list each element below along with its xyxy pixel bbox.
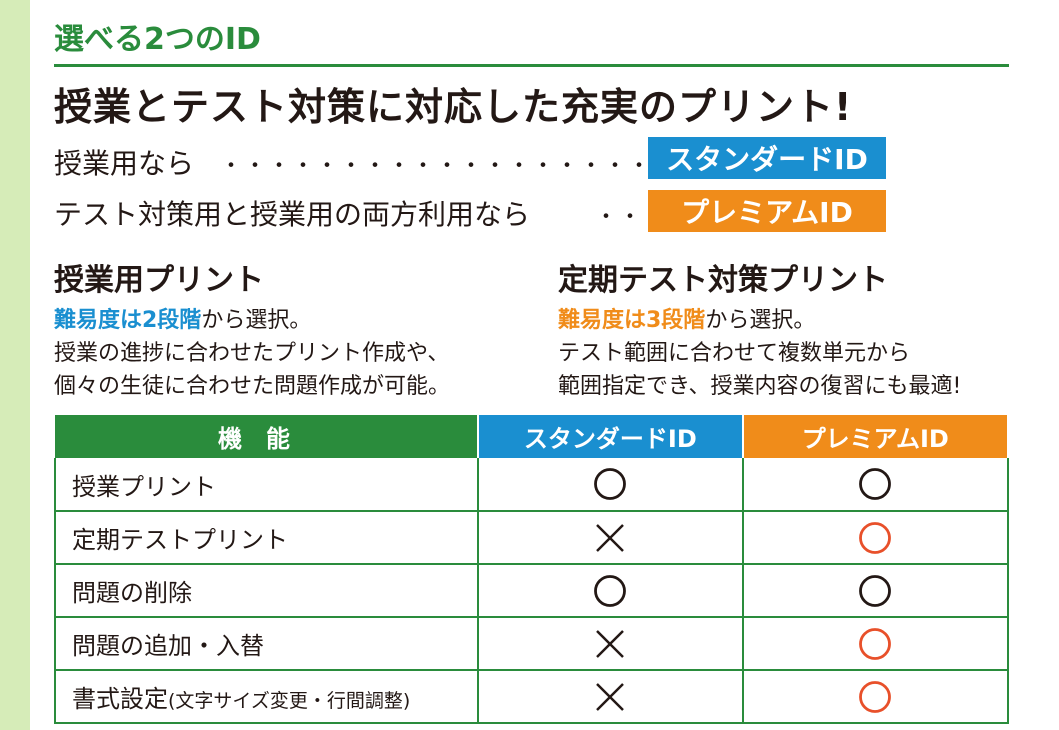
feature-name: 問題の追加・入替 [72,632,264,660]
circle-icon [859,574,892,607]
standard-availability-cell [478,458,744,512]
standard-availability-cell [478,511,744,565]
standard-availability-cell [478,617,744,671]
cross-icon [596,682,625,711]
headline: 授業とテスト対策に対応した充実のプリント! [54,85,853,129]
standard-availability-cell [478,670,744,724]
circle-icon [594,468,627,500]
standard-availability-cell [478,564,744,618]
page: 選べる2つのID 授業とテスト対策に対応した充実のプリント! 授業用なら ・・・… [30,0,1059,730]
cross-icon [596,523,625,552]
feature-comparison-table: 機能 スタンダードID プレミアムID 授業プリント定期テストプリント 問題の削除… [53,415,1010,724]
circle-red-icon [859,680,892,713]
test-print-description: 難易度は3段階から選択。 テスト範囲に合わせて複数単元から 範囲指定でき、授業内… [558,304,961,403]
feature-name-cell: 書式設定(文字サイズ変更・行間調整) [53,670,480,724]
premium-availability-cell [742,670,1010,724]
standard-id-badge: スタンダードID [648,137,886,179]
table-row: 問題の削除 [53,564,1010,618]
circle-red-icon [859,521,892,554]
difficulty-highlight: 難易度は3段階 [558,308,706,333]
feature-name-cell: 問題の削除 [53,564,480,618]
feature-name: 定期テストプリント [72,526,288,554]
premium-availability-cell [742,564,1010,618]
circle-icon [859,468,892,500]
feature-name: 書式設定 [72,685,168,713]
premium-availability-cell [742,511,1010,565]
column-header-standard: スタンダードID [478,415,744,458]
feature-name-cell: 定期テストプリント [53,511,480,565]
section-label: 選べる2つのID [54,22,261,57]
table-row: 定期テストプリント [53,511,1010,565]
premium-availability-cell [742,458,1010,512]
description-text: テスト範囲に合わせて複数単元から [558,341,911,366]
table-header-row: 機能 スタンダードID プレミアムID [55,415,1010,458]
column-header-premium: プレミアムID [742,415,1010,458]
description-text: 範囲指定でき、授業内容の復習にも最適! [558,374,962,399]
table-row: 問題の追加・入替 [53,617,1010,671]
feature-name: 授業プリント [72,472,216,501]
feature-name-cell: 問題の追加・入替 [53,617,480,671]
difficulty-highlight: 難易度は2段階 [54,308,202,333]
premium-availability-cell [742,617,1010,671]
circle-red-icon [859,627,892,660]
feature-note: (文字サイズ変更・行間調整) [168,690,411,712]
table-row: 書式設定(文字サイズ変更・行間調整) [53,670,1010,724]
usage-premium-label: テスト対策用と授業用の両方利用なら [54,198,531,231]
usage-standard-label: 授業用なら [54,147,195,180]
test-print-title: 定期テスト対策プリント [558,263,888,298]
table-row: 授業プリント [53,458,1010,512]
column-header-function: 機能 [55,415,480,458]
description-text: から選択。 [705,308,816,333]
description-text: 授業の進捗に合わせたプリント作成や、 [54,341,450,366]
divider [54,64,1009,67]
lesson-print-title: 授業用プリント [54,263,264,298]
premium-id-badge: プレミアムID [648,190,886,232]
description-text: 個々の生徒に合わせた問題作成が可能。 [54,374,451,399]
circle-icon [594,574,627,607]
description-text: から選択。 [201,308,312,333]
feature-name: 問題の削除 [72,579,192,607]
lesson-print-description: 難易度は2段階から選択。 授業の進捗に合わせたプリント作成や、 個々の生徒に合わ… [54,304,450,403]
feature-name-cell: 授業プリント [53,458,480,512]
cross-icon [596,629,625,658]
